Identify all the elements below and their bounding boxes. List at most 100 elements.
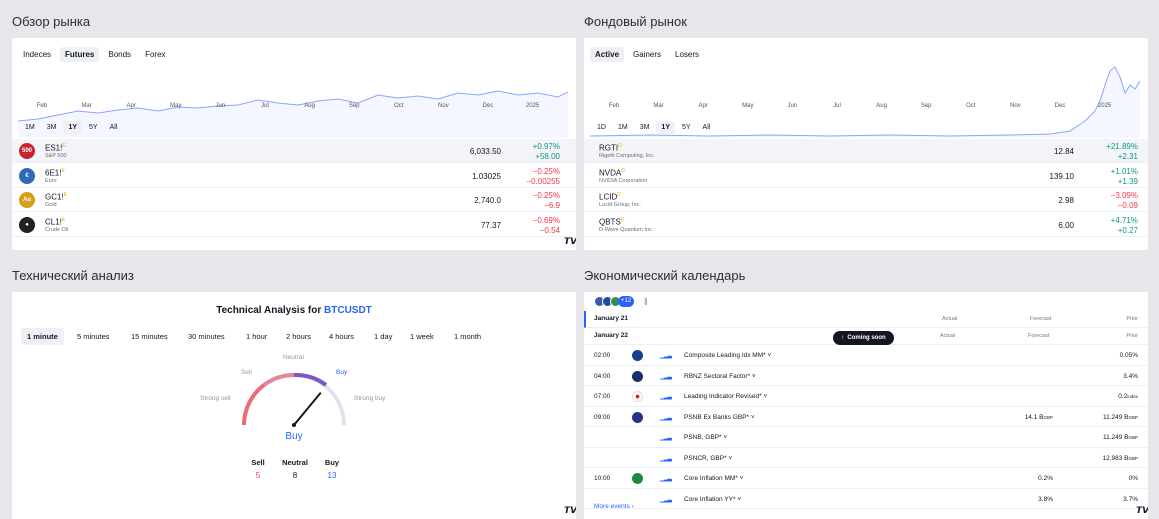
tab-bonds[interactable]: Bonds: [108, 50, 132, 59]
tradingview-logo-icon[interactable]: 𝙏𝙑: [564, 505, 576, 515]
instrument-symbol[interactable]: ES1!E: [45, 143, 66, 153]
instrument-symbol[interactable]: 6E1!E: [45, 168, 65, 178]
calendar-event-row[interactable]: 10:00 ▁▂▃ Core Inflation MM* ˅ 0.2% 0%: [584, 468, 1148, 489]
futures-row[interactable]: ● CL1!E Crude Oil 77.37 −0.69% −0.54: [12, 213, 576, 237]
last-price: 6.00: [1058, 220, 1074, 230]
interval-5-minutes[interactable]: 5 minutes: [77, 332, 110, 341]
tab-active[interactable]: Active: [590, 47, 625, 62]
interval-1-day[interactable]: 1 day: [374, 332, 393, 341]
calendar-event-row[interactable]: 02:00 ▁▂▃ Composite Leading Idx MM* ˅ 0.05%: [584, 345, 1148, 366]
event-name-text: RBNZ Sectoral Factor*: [684, 372, 751, 380]
interval-1-week[interactable]: 1 week: [410, 332, 434, 341]
month-tick: Apr: [126, 103, 136, 109]
change-percent: −0.25%: [532, 166, 560, 176]
range-1y[interactable]: 1Y: [656, 121, 675, 134]
tab-forex[interactable]: Forex: [145, 50, 166, 59]
tradingview-logo-icon[interactable]: 𝙏𝙑: [564, 236, 576, 246]
symbol-text: RGTI: [599, 143, 619, 153]
stock-symbol[interactable]: QBTSD: [599, 217, 624, 227]
chevron-down-icon: ˅: [737, 475, 744, 482]
month-tick: May: [170, 103, 182, 109]
futures-row[interactable]: 500 ES1!E S&P 500 6,033.50 +0.97% +58.00: [12, 139, 576, 163]
instrument-symbol[interactable]: CL1!E: [45, 217, 65, 227]
range-1m[interactable]: 1M: [617, 124, 628, 131]
range-1y[interactable]: 1Y: [63, 121, 83, 134]
interval-2-hours[interactable]: 2 hours: [286, 332, 312, 341]
month-tick: Jun: [215, 103, 226, 109]
technical-analysis-card: Technical Analysis for BTCUSDT 1 minute 5…: [12, 292, 576, 519]
tab-futures[interactable]: Futures: [60, 47, 100, 62]
interval-1-month[interactable]: 1 month: [454, 332, 482, 341]
importance-bars-icon: ▁▂▃: [660, 496, 672, 503]
calendar-event-row[interactable]: ▁▂▃ PSNCR, GBP* ˅ 12.983 BGBP: [584, 448, 1148, 468]
change-cell: +21.89% +2.31: [1106, 142, 1138, 162]
instrument-symbol[interactable]: GC1!E: [45, 192, 67, 202]
interval-1-hour[interactable]: 1 hour: [246, 332, 268, 341]
stock-symbol[interactable]: RGTID: [599, 143, 622, 153]
calendar-event-row[interactable]: 07:00 ▁▂▃ Leading Indicator Revised* ˅ 0.2i…: [584, 386, 1148, 407]
stock-desc: Rigetti Computing, Inc.: [599, 153, 655, 159]
chevron-down-icon: ˅: [726, 454, 733, 462]
chevron-down-icon: ˅: [749, 413, 755, 421]
interval-4-hours[interactable]: 4 hours: [329, 332, 355, 341]
futures-row[interactable]: Au GC1!E Gold 2,740.0 −0.25% −6.9: [12, 188, 576, 212]
calendar-event-row[interactable]: 09:00 ▁▂▃ PSNB Ex Banks GBP* ˅ 14.1 BGBP 11.…: [584, 407, 1148, 427]
event-name[interactable]: PSNB, GBP* ˅: [684, 434, 727, 441]
range-5y[interactable]: 5Y: [681, 124, 691, 131]
change-percent: −0.25%: [532, 191, 560, 200]
change-percent: +0.97%: [532, 142, 560, 151]
interval-15-minutes[interactable]: 15 minutes: [131, 332, 168, 341]
country-filter[interactable]: +12 ⫾: [594, 296, 647, 307]
ta-heading-prefix: Technical Analysis for: [216, 305, 325, 316]
range-3m[interactable]: 3M: [46, 124, 57, 131]
event-time: 10:00: [594, 475, 611, 482]
event-name[interactable]: RBNZ Sectoral Factor* ˅: [684, 373, 756, 380]
day-label: January 22: [594, 332, 628, 339]
interval-30-minutes[interactable]: 30 minutes: [188, 332, 225, 341]
month-tick: Jul: [261, 103, 269, 109]
tradingview-logo-icon[interactable]: 𝙏𝙑: [1136, 505, 1148, 515]
event-name[interactable]: Composite Leading Idx MM* ˅: [684, 352, 771, 359]
ta-symbol-link[interactable]: BTCUSDT: [324, 305, 372, 316]
event-name[interactable]: PSNCR, GBP* ˅: [684, 455, 732, 462]
stock-symbol[interactable]: NVDAD: [599, 168, 625, 178]
range-5y[interactable]: 5Y: [89, 124, 98, 131]
event-name-text: PSNB Ex Banks GBP*: [684, 413, 750, 421]
importance-filter-icon[interactable]: ⫾: [644, 296, 648, 306]
range-1d[interactable]: 1D: [597, 124, 606, 131]
range-all[interactable]: All: [109, 124, 118, 131]
month-tick: Nov: [438, 103, 449, 109]
tab-indeces[interactable]: Indeces: [23, 50, 52, 59]
delayed-icon: E: [62, 143, 66, 149]
stock-row[interactable]: NVDAD NVIDIA Corporation 139.10 +1.01% +1.39: [584, 164, 1148, 188]
stock-row[interactable]: RGTID Rigetti Computing, Inc. 12.84 +21.89%…: [584, 139, 1148, 163]
stock-market-tabs: Active Gainers Losers: [590, 47, 704, 62]
delayed-icon: E: [61, 216, 66, 223]
stock-row[interactable]: QBTSD D-Wave Quantum Inc. 6.00 +4.71% +0.27: [584, 213, 1148, 237]
range-1m[interactable]: 1M: [25, 124, 35, 131]
last-price: 1.03025: [472, 171, 501, 181]
interval-1-minute[interactable]: 1 minute: [21, 328, 64, 345]
tab-gainers[interactable]: Gainers: [633, 50, 662, 59]
event-name[interactable]: Core Inflation MM* ˅: [684, 475, 743, 482]
calendar-event-row[interactable]: 04:00 ▁▂▃ RBNZ Sectoral Factor* ˅ 3.4%: [584, 366, 1148, 386]
futures-row[interactable]: €6E1!E Euro 1.03025 −0.25% −0.00255: [12, 164, 576, 188]
event-name[interactable]: Leading Indicator Revised* ˅: [684, 393, 767, 400]
range-3m[interactable]: 3M: [639, 124, 650, 131]
month-tick: Feb: [608, 103, 620, 109]
event-name[interactable]: PSNB Ex Banks GBP* ˅: [684, 414, 755, 421]
importance-bars-icon: ▁▂▃: [660, 476, 672, 482]
calendar-event-row[interactable]: ▁▂▃ Core Inflation YY* ˅ 3.8% 3.7%: [584, 489, 1148, 509]
stock-symbol[interactable]: LCIDD: [599, 192, 621, 202]
tab-losers[interactable]: Losers: [675, 50, 700, 59]
event-name[interactable]: Core Inflation YY* ˅: [684, 496, 741, 503]
stock-row[interactable]: LCIDD Lucid Group, Inc. 2.98 −3.09% −0.09: [584, 188, 1148, 212]
calendar-event-row[interactable]: ▁▂▃ PSNB, GBP* ˅ 11.249 BGBP: [584, 427, 1148, 448]
more-events-link[interactable]: More events ›: [594, 503, 634, 510]
forecast-value: 3.8%: [1038, 496, 1053, 503]
importance-bars-icon: ▁▂▃: [660, 435, 672, 441]
range-all[interactable]: All: [702, 124, 711, 131]
coming-soon-pill[interactable]: ↑ Coming soon: [833, 331, 894, 345]
stocks-mini-chart: [590, 66, 1140, 138]
market-overview-ranges: 1M 3M 1Y 5Y All: [20, 121, 122, 134]
